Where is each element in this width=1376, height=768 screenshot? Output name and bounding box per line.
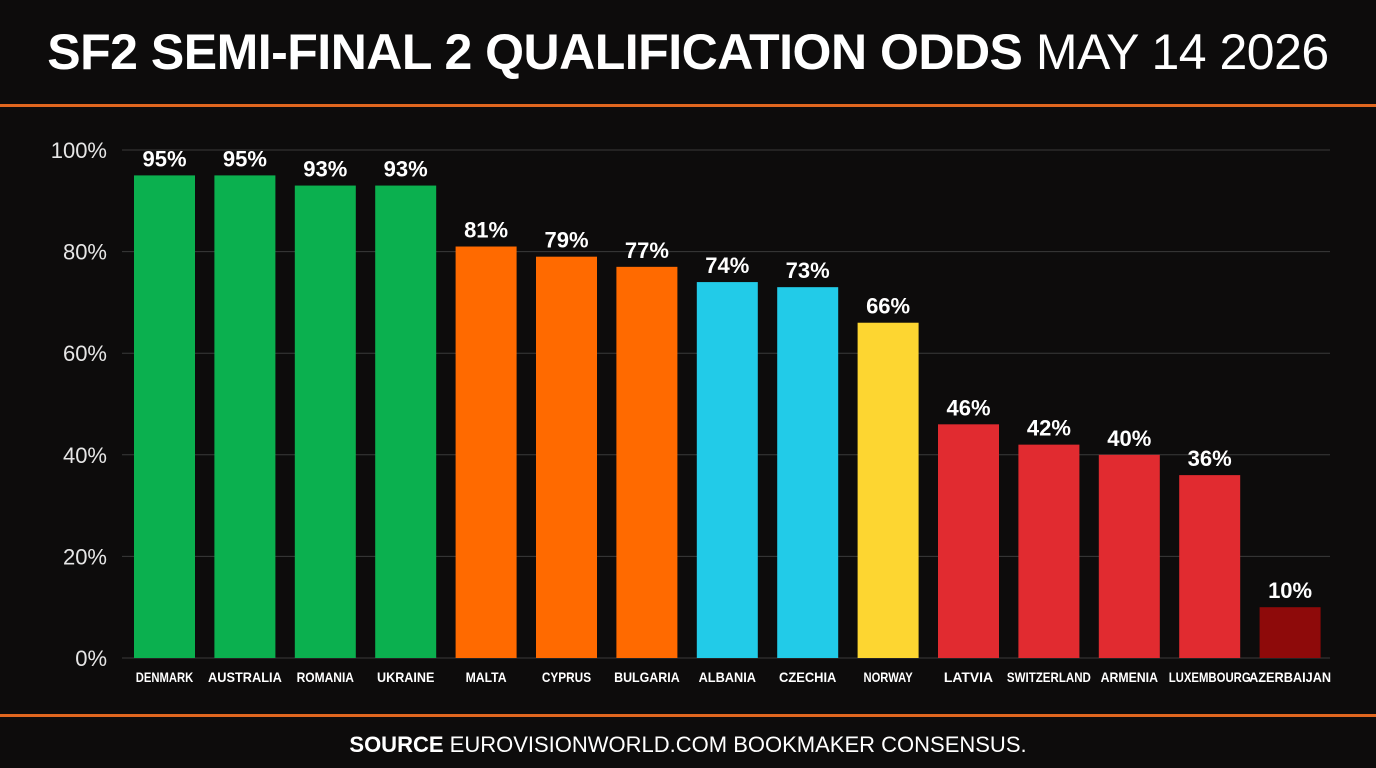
x-tick-label: ROMANIA	[297, 669, 354, 685]
bar-australia	[214, 175, 276, 658]
y-tick-label: 40%	[63, 443, 107, 468]
bar-norway	[857, 322, 919, 658]
x-tick-label: AZERBAIJAN	[1249, 669, 1331, 685]
bar-value-label: 79%	[544, 228, 588, 253]
bar-value-label: 66%	[866, 294, 910, 319]
x-tick-label: CYPRUS	[542, 669, 591, 685]
bar-malta	[455, 246, 517, 658]
bar-value-label: 46%	[946, 395, 990, 420]
bar-azerbaijan	[1259, 607, 1321, 658]
bar-value-label: 77%	[625, 238, 669, 263]
source-text: EUROVISIONWORLD.COM BOOKMAKER CONSENSUS.	[449, 732, 1027, 757]
bar-value-label: 95%	[142, 146, 186, 171]
y-tick-label: 100%	[51, 138, 107, 163]
bar-value-label: 95%	[223, 146, 267, 171]
x-tick-label: ARMENIA	[1101, 669, 1158, 685]
chart-title: SF2 SEMI-FINAL 2 QUALIFICATION ODDS MAY …	[0, 22, 1376, 82]
x-tick-label: ALBANIA	[699, 669, 756, 685]
bar-czechia	[777, 287, 839, 658]
y-tick-label: 20%	[63, 544, 107, 569]
bar-switzerland	[1018, 444, 1080, 658]
x-tick-label: SWITZERLAND	[1007, 669, 1091, 685]
x-tick-label: LUXEMBOURG	[1169, 669, 1251, 685]
x-tick-label: BULGARIA	[614, 669, 680, 685]
bar-ukraine	[375, 185, 437, 658]
x-tick-label: DENMARK	[136, 669, 193, 685]
bar-luxembourg	[1179, 475, 1241, 658]
y-tick-label: 0%	[75, 646, 107, 671]
y-tick-label: 60%	[63, 341, 107, 366]
bar-value-label: 73%	[786, 258, 830, 283]
source-note: SOURCE EUROVISIONWORLD.COM BOOKMAKER CON…	[0, 730, 1376, 760]
x-tick-label: AUSTRALIA	[208, 669, 282, 685]
bar-bulgaria	[616, 266, 678, 658]
bar-value-labels: 95% 95% 93% 93% 81% 79% 77% 74% 73% 66% 46% 42% 40% 3…	[142, 146, 1312, 603]
x-axis-category-labels: DENMARK AUSTRALIA ROMANIA UKRAINE MALTA CYPRU…	[136, 669, 1331, 685]
bar-cyprus	[536, 256, 597, 658]
source-label: SOURCE	[349, 732, 444, 757]
title-main: SF2 SEMI-FINAL 2 QUALIFICATION ODDS	[47, 24, 1023, 80]
bar-value-label: 93%	[303, 157, 347, 182]
x-tick-label: CZECHIA	[779, 669, 836, 685]
bar-value-label: 74%	[705, 253, 749, 278]
x-tick-label: NORWAY	[864, 669, 914, 685]
bar-value-label: 93%	[384, 157, 428, 182]
title-date: MAY 14 2026	[1035, 24, 1329, 80]
bar-chart: 0% 20% 40% 60% 80% 100% 95% 95% 93% 93% 81% 79% 77%…	[51, 138, 1331, 685]
x-tick-label: UKRAINE	[377, 669, 434, 685]
bar-value-label: 81%	[464, 218, 508, 243]
y-tick-label: 80%	[63, 240, 107, 265]
x-tick-label: MALTA	[466, 669, 507, 685]
bottom-divider	[0, 714, 1376, 717]
bar-armenia	[1098, 454, 1160, 658]
x-tick-label: LATVIA	[944, 669, 993, 685]
y-axis-tick-labels: 0% 20% 40% 60% 80% 100%	[51, 138, 107, 671]
bar-denmark	[134, 175, 195, 658]
bar-value-label: 40%	[1107, 426, 1151, 451]
top-divider	[0, 104, 1376, 107]
bar-latvia	[938, 424, 999, 658]
bar-albania	[696, 282, 758, 658]
bars	[134, 175, 1321, 658]
bar-value-label: 36%	[1188, 446, 1232, 471]
bar-value-label: 10%	[1268, 578, 1312, 603]
bar-value-label: 42%	[1027, 416, 1071, 441]
bar-romania	[294, 185, 356, 658]
